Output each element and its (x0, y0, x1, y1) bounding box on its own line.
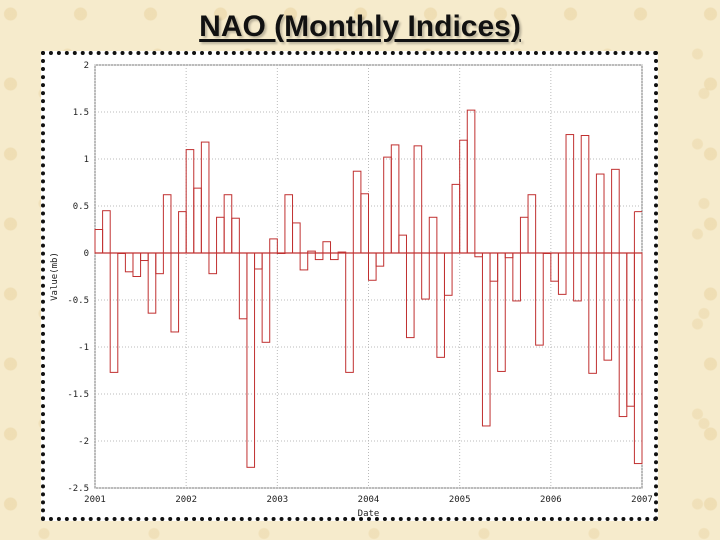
y-tick-label: 0.5 (73, 202, 89, 212)
y-tick-label: 0 (84, 249, 89, 259)
y-tick-label: -2 (78, 437, 89, 447)
y-tick-label: -1.5 (67, 390, 89, 400)
x-tick-label: 2001 (84, 495, 106, 505)
x-tick-label: 2002 (175, 495, 197, 505)
bar-series (94, 109, 643, 468)
x-axis-label: Date (358, 509, 380, 519)
y-tick-label: -0.5 (67, 296, 89, 306)
x-tick-label: 2005 (449, 495, 471, 505)
x-tick-labels: 2001 2002 2003 2004 2005 2006 2007 (84, 495, 653, 505)
slide-title: NAO (Monthly Indices) (199, 10, 521, 43)
nao-chart: 21.510.50-0.5-1-1.5-2-2.5 2001 2002 2003 20… (50, 61, 653, 519)
y-tick-label: 1.5 (73, 108, 89, 118)
y-axis-label: Value(mb) (50, 252, 60, 301)
x-tick-label: 2007 (631, 495, 653, 505)
y-tick-label: 2 (84, 61, 89, 71)
x-tick-label: 2003 (266, 495, 288, 505)
y-tick-label: 1 (84, 155, 89, 165)
x-tick-label: 2004 (358, 495, 380, 505)
y-tick-label: -1 (78, 343, 89, 353)
y-tick-label: -2.5 (67, 484, 89, 494)
y-tick-labels: 2 1.5 1 0.5 0 -0.5 -1 -1.5 -2 -2.5 (67, 61, 89, 494)
x-tick-label: 2006 (540, 495, 562, 505)
